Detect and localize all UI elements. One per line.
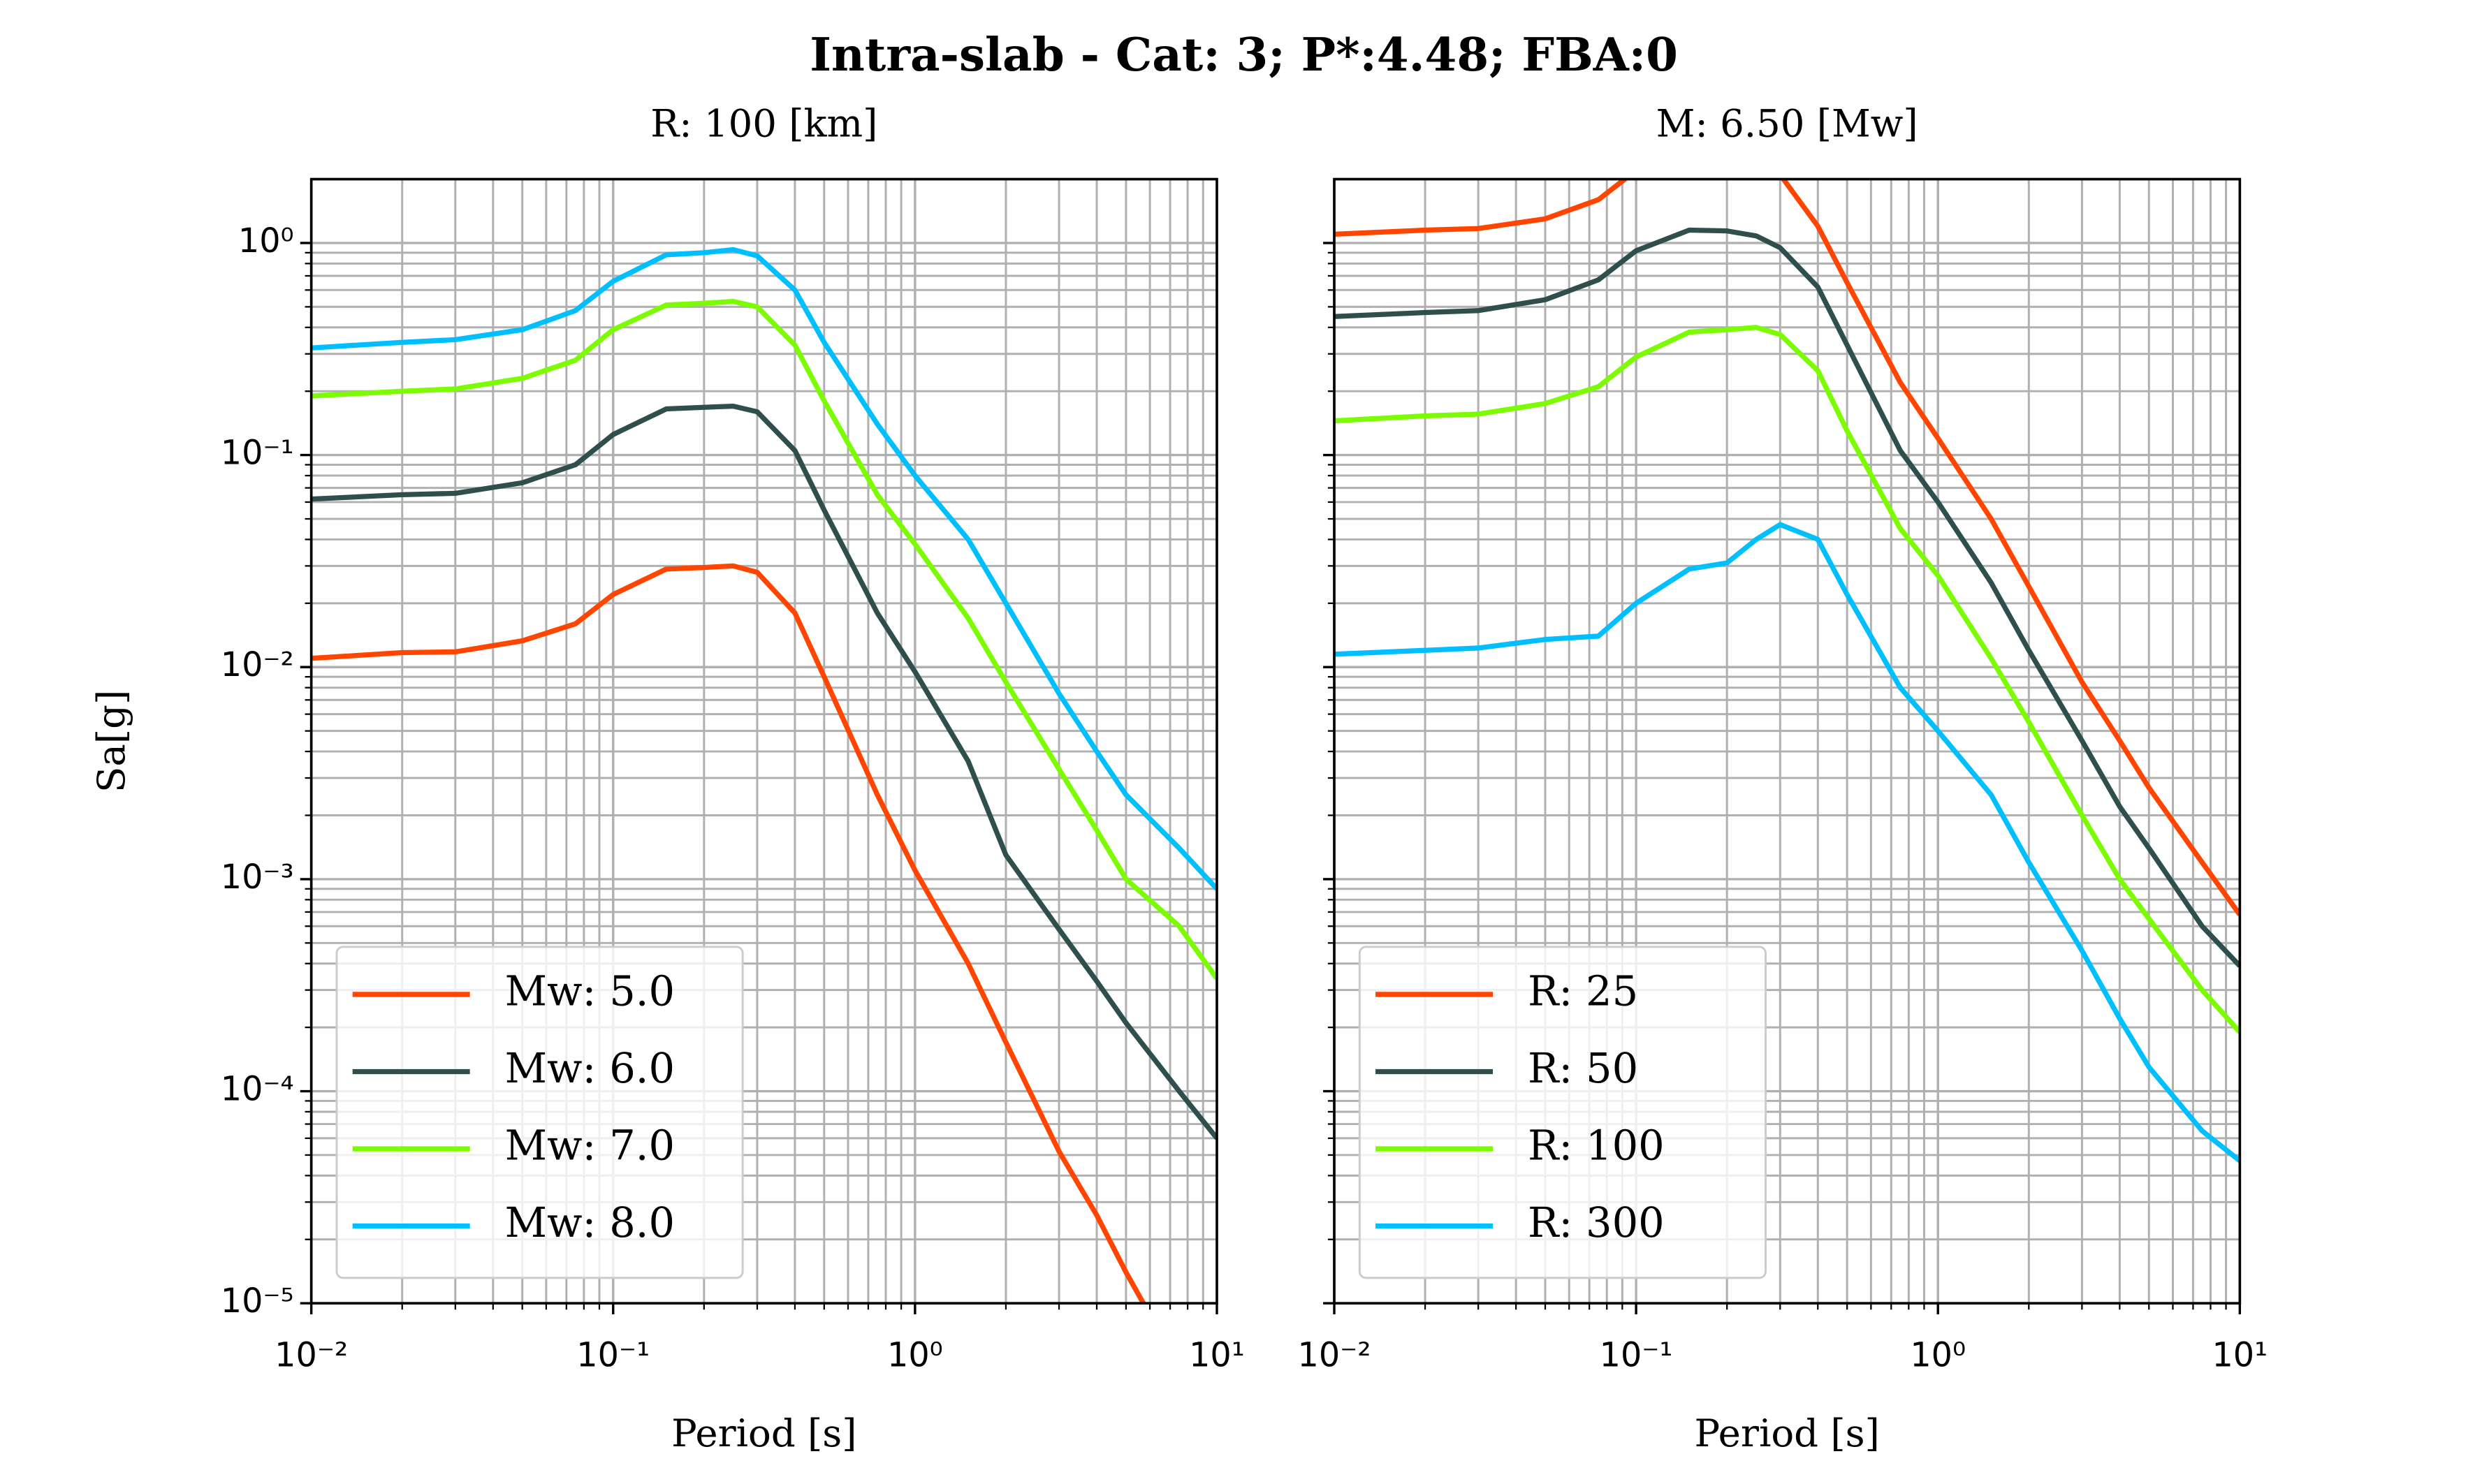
x-tick-label: 10⁻¹ <box>576 1336 650 1374</box>
legend-box <box>335 946 744 1279</box>
legend-label: R: 100 <box>1528 1122 1665 1170</box>
legend-label: R: 300 <box>1528 1198 1665 1247</box>
y-tick-label: 10⁻⁵ <box>221 1282 294 1321</box>
subplot-title: R: 100 [km] <box>650 101 877 146</box>
legend-label: R: 50 <box>1528 1044 1638 1092</box>
x-tick-label: 10⁻¹ <box>1600 1336 1673 1374</box>
x-axis-label: Period [s] <box>671 1411 856 1455</box>
x-tick-label: 10⁰ <box>887 1336 943 1374</box>
series-line <box>1334 227 2240 968</box>
y-tick-label: 10⁻³ <box>221 858 294 897</box>
series-line <box>311 563 1146 1304</box>
y-tick-label: 10⁻² <box>221 646 294 684</box>
x-tick-label: 10¹ <box>2212 1336 2268 1374</box>
legend-label: Mw: 6.0 <box>505 1044 675 1092</box>
y-tick-label: 10⁻¹ <box>221 434 294 473</box>
y-tick-label: 10⁰ <box>238 222 294 260</box>
series-line <box>1334 325 2240 1034</box>
legend-label: Mw: 8.0 <box>505 1198 675 1247</box>
series-line <box>1334 522 2240 1163</box>
x-tick-label: 10¹ <box>1189 1336 1245 1374</box>
y-axis-label: Sa[g] <box>89 690 133 793</box>
figure-title: Intra-slab - Cat: 3; P*:4.48; FBA:0 <box>810 27 1678 82</box>
series-line <box>311 247 1217 891</box>
legend-label: R: 25 <box>1528 967 1638 1015</box>
plot-frame <box>309 177 1218 1305</box>
series-line <box>1334 179 2240 916</box>
subplot: 10⁻² 10⁻¹ 10⁰ 10¹ 10⁻⁵ 10⁻⁴ 10⁻³ 10⁻² 10⁻¹ 10⁰ R: … <box>89 101 1245 1455</box>
x-axis-label: Period [s] <box>1694 1411 1879 1455</box>
x-tick-label: 10⁻² <box>1298 1336 1371 1374</box>
subplot: 10⁻² 10⁻¹ 10⁰ 10¹ M: 6.50 [Mw] Period [s] R: 2… <box>1298 101 2268 1455</box>
series-line <box>311 403 1217 1140</box>
x-tick-label: 10⁰ <box>1910 1336 1966 1374</box>
legend-box <box>1358 946 1767 1279</box>
legend-label: Mw: 7.0 <box>505 1122 675 1170</box>
series-line <box>311 299 1217 980</box>
x-tick-label: 10⁻² <box>275 1336 348 1374</box>
legend-label: Mw: 5.0 <box>505 967 675 1015</box>
subplot-title: M: 6.50 [Mw] <box>1656 101 1918 146</box>
y-tick-label: 10⁻⁴ <box>221 1071 294 1109</box>
plot-frame <box>1333 177 2242 1305</box>
